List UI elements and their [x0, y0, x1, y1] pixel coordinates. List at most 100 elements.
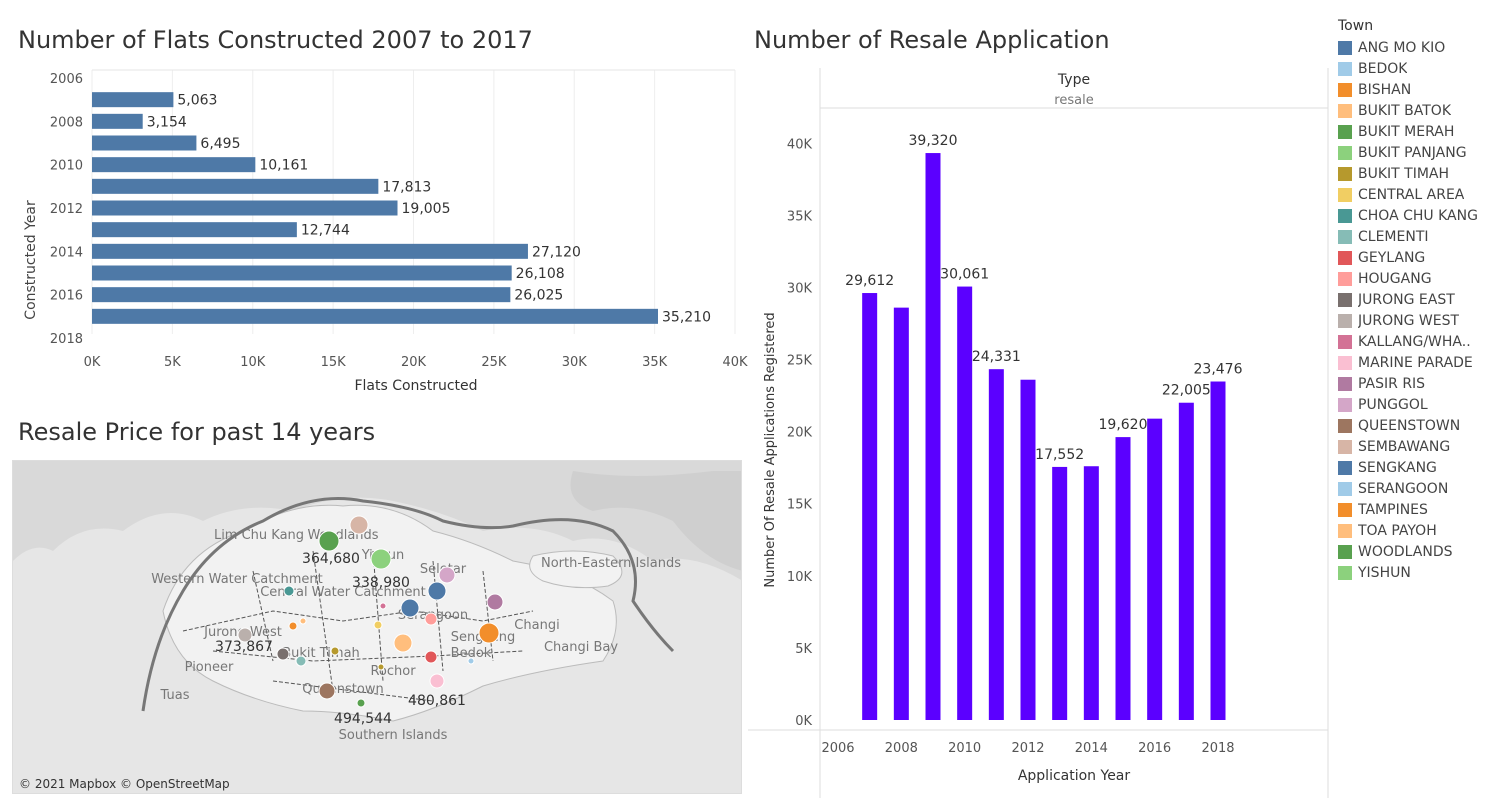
flats-bar-label: 17,813 [382, 179, 431, 195]
legend-item[interactable]: PUNGGOL [1338, 394, 1504, 415]
flats-bar [92, 200, 398, 216]
resale-bar-label: 29,612 [845, 273, 894, 289]
resale-bar [862, 293, 878, 720]
legend-label: KALLANG/WHA.. [1358, 333, 1471, 350]
legend-swatch [1338, 439, 1352, 454]
flats-x-tick: 15K [321, 355, 347, 370]
legend-item[interactable]: KALLANG/WHA.. [1338, 331, 1504, 352]
map-place-label: Central Water Catchment [260, 585, 426, 600]
legend-swatch [1338, 523, 1352, 538]
legend-label: JURONG WEST [1358, 312, 1460, 329]
legend-label: BUKIT BATOK [1358, 102, 1452, 119]
resale-x-tick: 2014 [1075, 741, 1108, 756]
town-marker [349, 515, 369, 535]
legend-label: GEYLANG [1358, 249, 1426, 266]
town-marker [393, 633, 413, 653]
flats-x-tick: 35K [642, 355, 668, 370]
flats-bar [92, 92, 174, 108]
resale-y-tick: 35K [787, 209, 813, 224]
legend-item[interactable]: JURONG EAST [1338, 289, 1504, 310]
resale-bar-label: 39,320 [909, 133, 958, 149]
legend-item[interactable]: TAMPINES [1338, 499, 1504, 520]
map-title: Resale Price for past 14 years [18, 418, 376, 446]
legend-swatch [1338, 187, 1352, 202]
legend-item[interactable]: TOA PAYOH [1338, 520, 1504, 541]
town-marker [478, 622, 500, 644]
town-marker [288, 621, 298, 631]
town-marker [370, 548, 392, 570]
map-place-label: Changi Bay [544, 640, 618, 655]
flats-bar-label: 35,210 [662, 309, 711, 325]
resale-y-tick: 0K [795, 714, 812, 729]
legend-swatch [1338, 40, 1352, 55]
legend-item[interactable]: SENGKANG [1338, 457, 1504, 478]
legend-label: WOODLANDS [1358, 543, 1453, 560]
town-marker [295, 655, 307, 667]
legend-item[interactable]: BUKIT PANJANG [1338, 142, 1504, 163]
map-svg: Lim Chu KangWoodlandsYishunWestern Water… [13, 461, 741, 791]
flats-bar [92, 222, 297, 238]
map-place-label: North-Eastern Islands [541, 556, 681, 571]
legend-item[interactable]: PASIR RIS [1338, 373, 1504, 394]
flats-bar-label: 6,495 [200, 136, 240, 152]
flats-y-tick: 2010 [50, 159, 83, 174]
resale-x-axis-label: Application Year [1018, 768, 1131, 784]
legend-item[interactable]: WOODLANDS [1338, 541, 1504, 562]
town-legend: Town ANG MO KIO BEDOK BISHAN BUKIT BATOK BUK… [1338, 18, 1504, 583]
legend-swatch [1338, 502, 1352, 517]
legend-item[interactable]: GEYLANG [1338, 247, 1504, 268]
map-district-lines [182, 550, 534, 702]
flats-bar [92, 308, 659, 324]
legend-swatch [1338, 292, 1352, 307]
resale-y-tick: 10K [787, 570, 813, 585]
town-marker [330, 646, 340, 656]
flats-x-tick: 5K [164, 355, 181, 370]
legend-item[interactable]: CENTRAL AREA [1338, 184, 1504, 205]
resale-bar-label: 24,331 [972, 349, 1021, 365]
legend-item[interactable]: BUKIT BATOK [1338, 100, 1504, 121]
town-marker [379, 602, 387, 610]
resale-chart: Type resale Number Of Resale Application… [748, 60, 1332, 804]
legend-item[interactable]: SEMBAWANG [1338, 436, 1504, 457]
legend-item[interactable]: BEDOK [1338, 58, 1504, 79]
legend-label: PASIR RIS [1358, 375, 1426, 392]
flats-y-tick: 2018 [50, 332, 83, 347]
legend-label: BUKIT MERAH [1358, 123, 1455, 140]
flats-bar [92, 157, 256, 173]
legend-item[interactable]: BISHAN [1338, 79, 1504, 100]
flats-chart-title: Number of Flats Constructed 2007 to 2017 [18, 26, 533, 54]
legend-item[interactable]: CHOA CHU KANG [1338, 205, 1504, 226]
legend-item[interactable]: QUEENSTOWN [1338, 415, 1504, 436]
flats-x-tick: 0K [84, 355, 101, 370]
resale-price-map[interactable]: Lim Chu KangWoodlandsYishunWestern Water… [12, 460, 742, 794]
resale-bar [1115, 437, 1131, 720]
legend-swatch [1338, 313, 1352, 328]
legend-item[interactable]: BUKIT MERAH [1338, 121, 1504, 142]
map-island-tekong [529, 550, 623, 589]
legend-item[interactable]: SERANGOON [1338, 478, 1504, 499]
flats-bar-label: 10,161 [259, 158, 308, 174]
resale-y-axis-label: Number Of Resale Applications Registered [763, 312, 778, 587]
map-value-labels: 364,680 338,980 373,867 480,861 494,544 [215, 551, 466, 727]
legend-item[interactable]: HOUGANG [1338, 268, 1504, 289]
legend-label: YISHUN [1358, 564, 1411, 581]
town-marker [283, 585, 295, 597]
legend-item[interactable]: YISHUN [1338, 562, 1504, 583]
map-place-label: Bedok [451, 646, 492, 661]
legend-swatch [1338, 145, 1352, 160]
flats-x-tick: 20K [401, 355, 427, 370]
resale-y-tick: 30K [787, 281, 813, 296]
map-place-label: Woodlands [307, 528, 378, 543]
map-land-johor [570, 471, 741, 571]
legend-swatch [1338, 103, 1352, 118]
flats-x-tick: 25K [481, 355, 507, 370]
legend-label: HOUGANG [1358, 270, 1432, 287]
legend-item[interactable]: ANG MO KIO [1338, 37, 1504, 58]
legend-swatch [1338, 481, 1352, 496]
flats-bar [92, 178, 379, 194]
legend-item[interactable]: MARINE PARADE [1338, 352, 1504, 373]
legend-item[interactable]: CLEMENTI [1338, 226, 1504, 247]
legend-item[interactable]: JURONG WEST [1338, 310, 1504, 331]
legend-item[interactable]: BUKIT TIMAH [1338, 163, 1504, 184]
map-place-label: Lim Chu Kang [214, 528, 304, 543]
